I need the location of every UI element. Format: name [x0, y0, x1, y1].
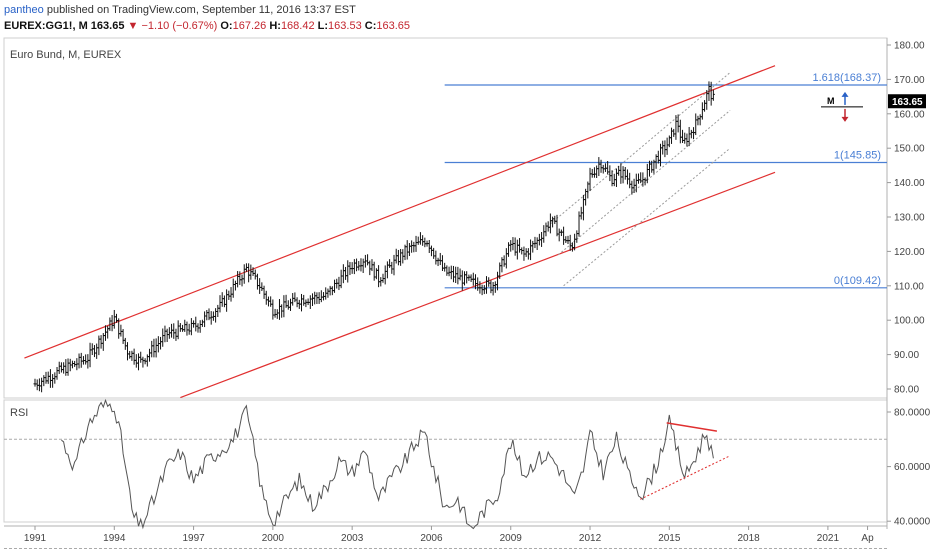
rsi-pane-title: RSI [10, 407, 28, 419]
close-label: C: [364, 20, 377, 32]
published-info: published on TradingView.com, September … [46, 4, 356, 16]
rsi-axis-tick-label: 60.0000 [894, 462, 931, 473]
rsi-line [61, 398, 714, 530]
price-axis-tick-label: 90.00 [894, 350, 919, 361]
low-value: 163.53 [328, 20, 362, 32]
price-axis-tick-label: 160.00 [894, 109, 925, 120]
price-axis-tick-label: 120.00 [894, 247, 925, 258]
fib-level-label: 1(145.85) [834, 149, 881, 161]
price-axis-tick-label: 170.00 [894, 75, 925, 86]
dotted-channel-line [550, 72, 731, 225]
rsi-pane-frame [3, 399, 888, 523]
price-axis-tick-label: 130.00 [894, 213, 925, 224]
low-label: L: [317, 20, 329, 32]
fib-level-label: 0(109.42) [834, 275, 881, 287]
price-pane[interactable]: 1.618(168.37) 1(145.85) 0(109.42) 163.65 M [24, 65, 926, 399]
price-axis-tick-label: 100.00 [894, 316, 925, 327]
price-axis-tick-label: 150.00 [894, 144, 925, 155]
time-axis-tick-label: 2021 [817, 533, 840, 544]
time-axis-tick-label: 2003 [341, 533, 364, 544]
fib-level-label: 1.618(168.37) [813, 72, 882, 84]
open-label: O: [220, 20, 233, 32]
time-axis-tick-label: 2009 [500, 533, 523, 544]
high-value: 168.42 [280, 20, 315, 32]
close-value: 163.65 [376, 20, 411, 32]
open-value: 167.26 [232, 20, 267, 32]
price-axis-tick-label: 180.00 [894, 41, 925, 52]
price-axis-tick-label: 110.00 [894, 281, 924, 292]
down-arrow-icon: ▼ [127, 20, 139, 32]
publisher-username[interactable]: pantheo [4, 4, 44, 16]
last-price-badge-text: 163.65 [892, 97, 923, 108]
time-axis-tick-label: 2015 [658, 533, 681, 544]
price-axis-tick-label: 80.00 [894, 385, 919, 396]
time-axis-tick-label: 1991 [24, 533, 47, 544]
rsi-axis-tick-label: 80.0000 [894, 408, 931, 419]
time-axis-tick-label: 1997 [182, 533, 205, 544]
dotted-channel-line [563, 147, 731, 287]
rsi-axis-tick-label: 40.0000 [894, 517, 931, 528]
rsi-pane[interactable] [4, 398, 887, 549]
arrow-down-head-icon [841, 116, 849, 122]
time-axis-tick-label: 2012 [579, 533, 602, 544]
channel-upper-line [24, 65, 776, 359]
axes: 180.00 170.00 160.00 150.00 140.00 130.00 120.… [24, 41, 931, 545]
time-axis-tick-label: Ap [861, 533, 874, 544]
price-axis-tick-label: 140.00 [894, 178, 925, 189]
arrow-up-head-icon [841, 91, 849, 97]
price-pane-frame [3, 37, 888, 399]
publisher-line: pantheo published on TradingView.com, Se… [4, 4, 356, 16]
symbol-line: EUREX:GG1!, M 163.65 ▼ −1.10 (−0.67%) O:… [4, 20, 410, 32]
main-pane-title: Euro Bund, M, EUREX [10, 49, 122, 61]
high-label: H: [269, 20, 281, 32]
time-axis-tick-label: 1994 [103, 533, 126, 544]
dotted-channel-line [557, 109, 731, 256]
rsi-bearish-divergence-line [666, 422, 718, 432]
symbol-name: EUREX:GG1!, M [4, 20, 88, 32]
time-axis-tick-label: 2006 [420, 533, 443, 544]
time-axis-tick-label: 2018 [737, 533, 760, 544]
last-price: 163.65 [90, 20, 125, 32]
pane-frames [3, 37, 888, 529]
last-price-badge [888, 94, 926, 109]
price-change: −1.10 (−0.67%) [141, 20, 218, 32]
rsi-rising-lows-line [640, 455, 731, 500]
position-marker-label: M [827, 96, 835, 106]
time-axis-tick-label: 2000 [262, 533, 285, 544]
